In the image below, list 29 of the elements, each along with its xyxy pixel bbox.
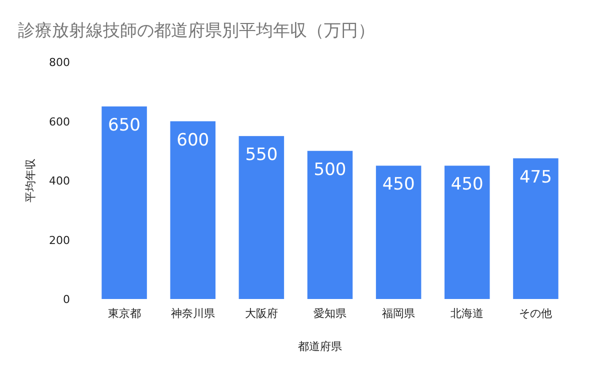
- y-tick-label: 0: [63, 293, 70, 306]
- y-tick-label: 400: [49, 174, 70, 188]
- data-label: 475: [519, 167, 552, 188]
- x-axis-title: 都道府県: [298, 340, 342, 353]
- data-label: 450: [450, 174, 484, 195]
- bar: [170, 121, 216, 299]
- bar: [307, 150, 353, 299]
- y-tick-label: 800: [49, 56, 70, 69]
- data-label: 550: [245, 145, 278, 166]
- bar: [376, 166, 422, 299]
- data-label: 600: [176, 130, 210, 150]
- chart-title: 診療放射線技師の都道府県別平均年収（万円）: [18, 21, 375, 41]
- x-tick-label: その他: [519, 307, 552, 320]
- x-tick-label: 愛知県: [314, 307, 346, 320]
- data-label: 650: [108, 115, 141, 136]
- x-tick-label: 大阪府: [244, 307, 278, 320]
- y-axis-title: 平均年収: [24, 158, 37, 202]
- data-label: 500: [314, 160, 346, 180]
- x-tick-label: 福岡県: [382, 307, 416, 320]
- y-tick-label: 600: [49, 115, 70, 128]
- bar: [444, 166, 490, 299]
- x-tick-label: 東京都: [108, 307, 141, 320]
- bar: [513, 158, 558, 299]
- x-tick-label: 神奈川県: [170, 307, 215, 320]
- x-tick-label: 北海道: [450, 307, 484, 320]
- bar: [238, 136, 284, 299]
- y-tick-label: 200: [49, 234, 70, 247]
- bar: [102, 106, 147, 299]
- data-label: 450: [382, 174, 415, 195]
